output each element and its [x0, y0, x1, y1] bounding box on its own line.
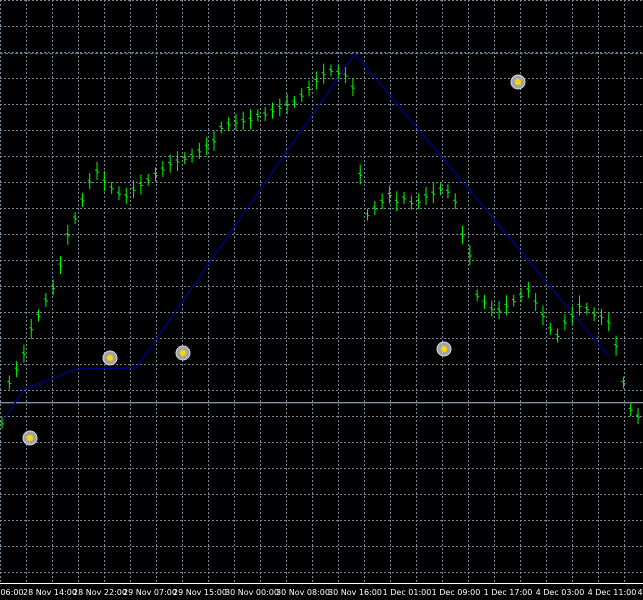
trade-marker-core: [515, 79, 521, 85]
x-tick-label: 4 Dec 03:00: [536, 588, 585, 597]
x-tick-label: 30 Nov 16:00: [328, 588, 382, 597]
x-tick-label: 1 Dec 17:00: [484, 588, 533, 597]
x-tick-label: 30 Nov 08:00: [276, 588, 330, 597]
x-tick-label: 29 Nov 07:00: [123, 588, 177, 597]
trade-marker-core: [441, 346, 447, 352]
x-tick-label: 1 Dec 01:00: [383, 588, 432, 597]
x-tick-label: 30 Nov 00:00: [225, 588, 279, 597]
x-tick-label: 28 Nov 14:00: [23, 588, 77, 597]
trade-marker-core: [180, 350, 186, 356]
trade-marker-core: [27, 435, 33, 441]
trade-marker-core: [107, 355, 113, 361]
x-tick-label: 29 Nov 15:00: [173, 588, 227, 597]
zigzag-line: [1, 52, 609, 424]
symbol-indicator: [28, 15, 36, 21]
x-tick-label: 4: [637, 588, 642, 597]
x-tick-label: 28 Nov 22:00: [73, 588, 127, 597]
x-tick-label: 1 Dec 09:00: [432, 588, 481, 597]
x-tick-label: 4 Dec 11:00: [588, 588, 637, 597]
x-tick-label: 06:00: [0, 588, 23, 597]
